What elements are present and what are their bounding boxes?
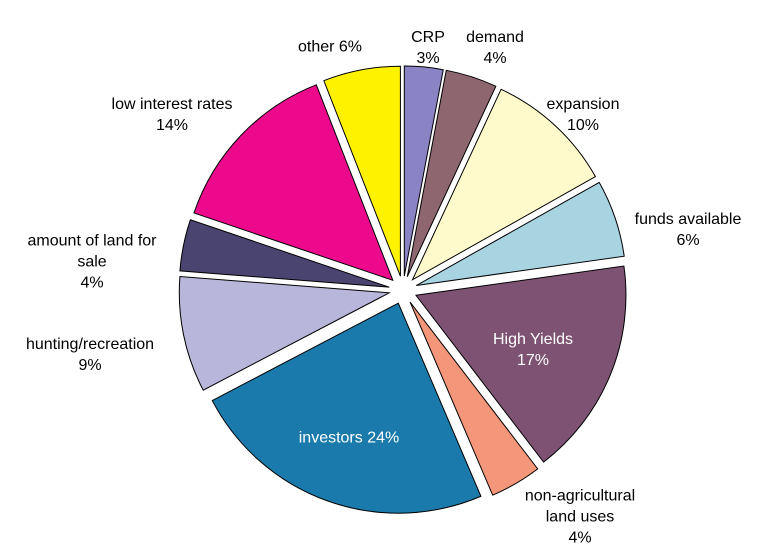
pie-slice [178,275,392,391]
pie-slice [403,65,444,277]
slice-label: investors 24% [249,428,449,449]
slice-label: hunting/recreation 9% [0,334,180,376]
slice-label: CRP 3% [398,27,458,69]
pie-slice [411,88,597,281]
slice-label: funds available 6% [618,209,758,251]
category-label: demand [466,29,524,46]
pie-slice [415,265,627,463]
value-label: 14% [155,117,189,134]
value-label: 6% [676,232,700,249]
slice-label: demand 4% [455,27,535,69]
slice-label: expansion 10% [528,94,638,136]
value-label: 9% [78,357,102,374]
category-label: low interest rates [111,96,233,113]
pie-slice [323,65,401,277]
pie-slice [416,181,625,287]
value-label: 3% [416,50,440,67]
category-label: non-agricultural land uses [524,487,636,526]
pie-slice [179,219,390,288]
pie-slice [211,302,482,514]
slice-label: other 6% [270,37,390,58]
value-label: 4% [80,274,104,292]
slice-label: low interest rates 14% [82,94,262,136]
slice-label: non-agricultural land uses 4% [510,486,650,549]
category-label: CRP [411,29,445,46]
pie-slice [406,69,497,277]
value-label: 4% [568,529,592,547]
value-label: 24% [367,429,400,447]
value-label: 4% [483,50,507,67]
value-label: 17% [516,352,550,369]
category-label: High Yields [492,331,574,348]
category-label: investors [298,429,363,447]
category-label: hunting/recreation [25,336,155,353]
category-label: expansion [546,96,620,113]
pie-slice [409,301,539,496]
pie-slice [193,84,394,282]
value-label: 10% [566,117,600,134]
category-label: other [297,38,335,56]
value-label: 6% [338,38,363,56]
category-label: funds available [634,211,742,228]
slice-label: amount of land for sale 4% [22,231,162,294]
slice-label: High Yields 17% [468,329,598,371]
category-label: amount of land for sale [27,232,157,271]
